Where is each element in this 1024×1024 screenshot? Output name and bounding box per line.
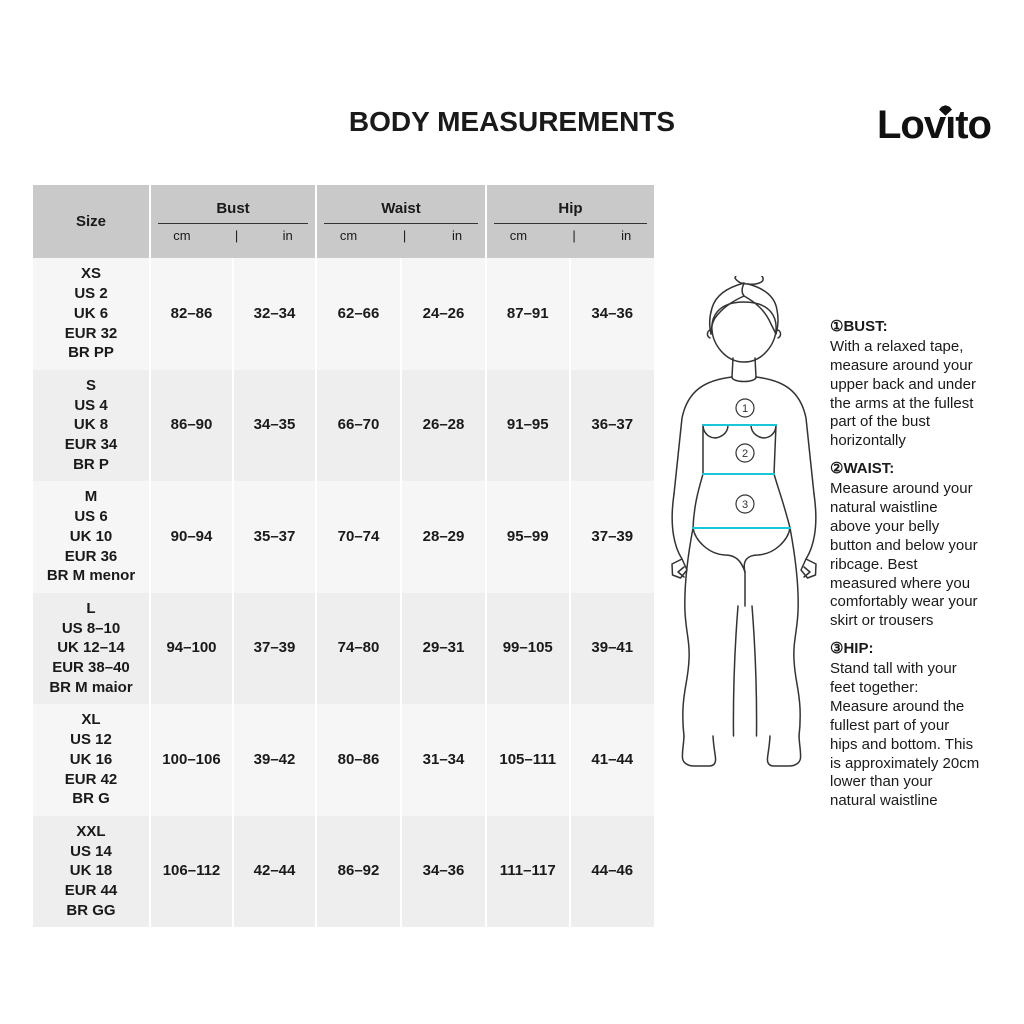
svg-text:2: 2 — [742, 448, 748, 460]
svg-text:1: 1 — [742, 403, 748, 415]
svg-text:3: 3 — [742, 499, 748, 511]
